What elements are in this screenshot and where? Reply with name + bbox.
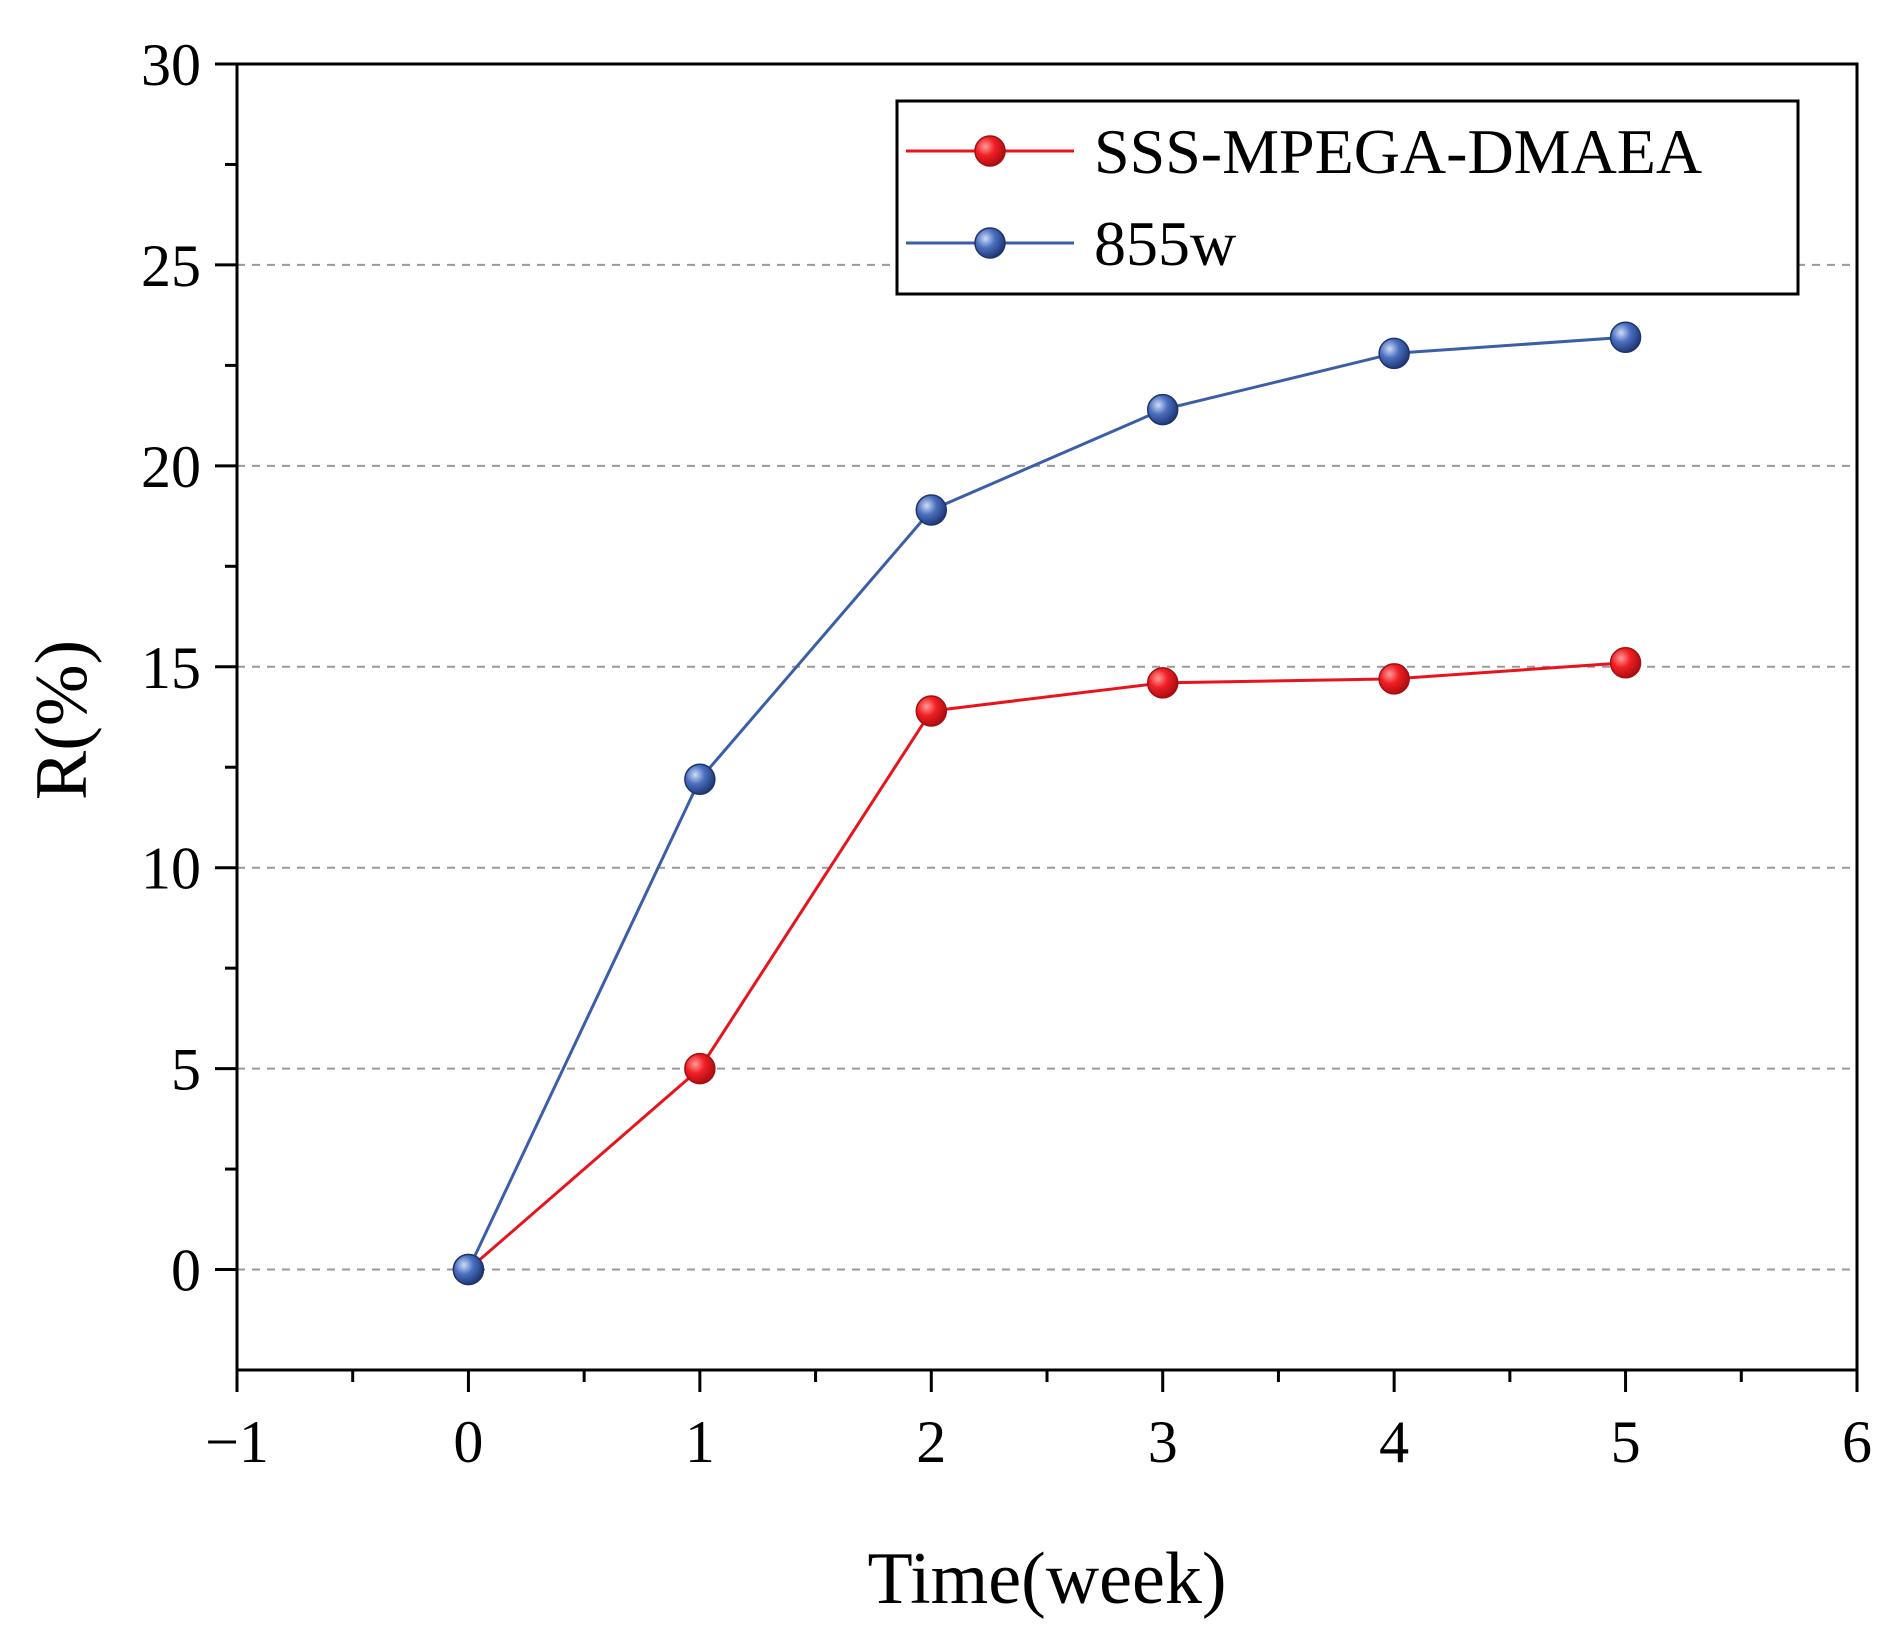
- data-point-sss-mpega-dmaea-4: [1378, 663, 1410, 695]
- y-tick-label-0: 0: [171, 1238, 201, 1304]
- series-line-sss-mpega-dmaea: [467, 661, 1626, 1271]
- x-tick-label-3: 3: [1148, 1409, 1178, 1475]
- x-axis-title: Time(week): [868, 1538, 1227, 1620]
- data-point-855w-5: [1609, 321, 1642, 354]
- y-tick-label-25: 25: [141, 233, 201, 299]
- x-tick-label-2: 2: [916, 1409, 946, 1475]
- legend-label-sss-mpega-dmaea: SSS-MPEGA-DMAEA: [1094, 116, 1702, 187]
- grid-layer: [237, 263, 1857, 1271]
- legend-marker-sss-mpega-dmaea: [974, 135, 1006, 167]
- x-tick-label--1: −1: [205, 1409, 269, 1475]
- data-point-855w-3: [1146, 393, 1179, 426]
- data-point-855w-2: [915, 494, 948, 526]
- data-point-855w-4: [1378, 337, 1410, 370]
- x-tick-label-1: 1: [685, 1409, 715, 1475]
- axis-layer: 0 5 10 15 20 25 30 −1 0 1 2 3 4 5 6: [141, 32, 1872, 1475]
- data-point-sss-mpega-dmaea-1: [684, 1052, 716, 1085]
- legend-marker-855w: [974, 227, 1006, 259]
- legend-label-855w: 855w: [1094, 208, 1236, 279]
- legend: SSS-MPEGA-DMAEA 855w: [895, 99, 1800, 296]
- data-point-sss-mpega-dmaea-3: [1146, 667, 1179, 699]
- y-tick-label-30: 30: [141, 32, 201, 98]
- y-axis-title: R(%): [21, 640, 103, 800]
- series-line-855w: [467, 335, 1626, 1271]
- series-layer: [452, 321, 1642, 1286]
- x-tick-label-6: 6: [1842, 1409, 1872, 1475]
- data-point-855w-1: [684, 763, 716, 796]
- y-tick-label-15: 15: [141, 635, 201, 701]
- legend-box: [895, 99, 1800, 296]
- y-tick-label-10: 10: [141, 836, 201, 902]
- data-point-855w-0: [452, 1253, 485, 1286]
- y-tick-label-20: 20: [141, 434, 201, 500]
- x-tick-label-4: 4: [1379, 1409, 1409, 1475]
- x-tick-label-0: 0: [453, 1409, 483, 1475]
- data-point-sss-mpega-dmaea-5: [1609, 647, 1642, 679]
- data-point-sss-mpega-dmaea-2: [915, 695, 948, 727]
- y-tick-label-5: 5: [171, 1037, 201, 1103]
- x-tick-label-5: 5: [1611, 1409, 1641, 1475]
